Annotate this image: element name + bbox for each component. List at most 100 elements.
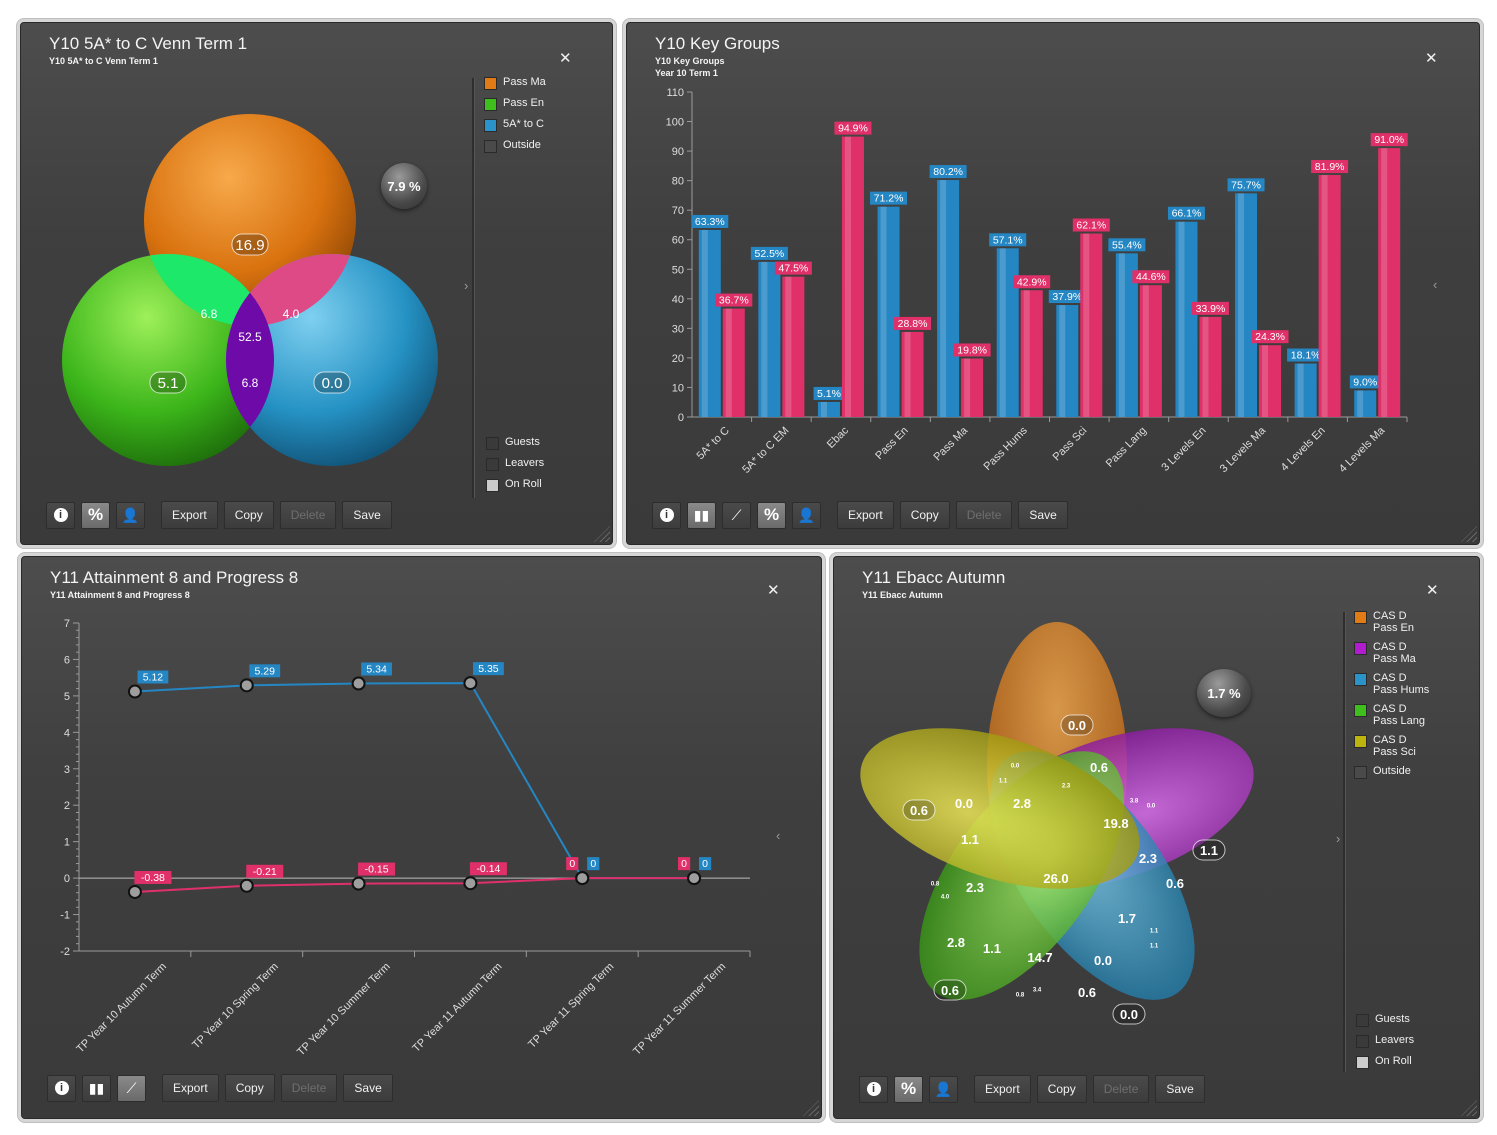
legend-item[interactable]: CAS D Pass Lang (1354, 703, 1434, 727)
bar[interactable] (1259, 345, 1282, 417)
bar[interactable] (961, 358, 984, 418)
bar[interactable] (1139, 285, 1162, 417)
data-point[interactable] (127, 684, 142, 699)
bar[interactable] (1080, 233, 1103, 417)
bar[interactable] (1199, 316, 1222, 417)
data-point[interactable] (239, 878, 254, 893)
bar[interactable] (1020, 290, 1043, 417)
checkbox[interactable] (486, 437, 499, 450)
bar[interactable] (1294, 363, 1317, 417)
close-icon[interactable]: ✕ (767, 582, 780, 599)
chevron-right-icon[interactable]: › (1336, 831, 1341, 846)
bar[interactable] (1235, 193, 1258, 417)
copy-button[interactable]: Copy (223, 501, 274, 529)
filter-guests[interactable]: Guests (486, 436, 544, 450)
bar[interactable] (996, 248, 1019, 417)
percent-button[interactable]: % (757, 501, 786, 529)
save-button[interactable]: Save (343, 1074, 393, 1102)
checkbox[interactable] (1356, 1014, 1369, 1027)
filter-leavers[interactable]: Leavers (1356, 1034, 1414, 1048)
info-button[interactable]: i (47, 1074, 76, 1102)
checkbox[interactable] (1356, 1035, 1369, 1048)
chevron-left-icon[interactable]: ‹ (776, 828, 781, 843)
info-button[interactable]: i (652, 501, 681, 529)
bar[interactable] (937, 180, 960, 417)
data-point[interactable] (351, 676, 366, 691)
percent-button[interactable]: % (81, 501, 110, 529)
bar[interactable] (817, 401, 840, 417)
copy-button[interactable]: Copy (1036, 1075, 1087, 1103)
user-button[interactable]: 👤 (116, 501, 145, 529)
resize-handle[interactable] (803, 1100, 819, 1116)
resize-handle[interactable] (1461, 1100, 1477, 1116)
export-button[interactable]: Export (161, 501, 218, 529)
user-button[interactable]: 👤 (929, 1075, 958, 1103)
save-button[interactable]: Save (342, 501, 392, 529)
info-button[interactable]: i (46, 501, 75, 529)
venn-region-ma-5ac[interactable] (226, 254, 438, 466)
bar-chart-button[interactable]: ▮▮ (687, 501, 716, 529)
line-series[interactable] (134, 682, 695, 880)
legend-item[interactable]: Pass En (484, 97, 546, 111)
legend-item[interactable]: Outside (484, 139, 546, 153)
export-button[interactable]: Export (837, 501, 894, 529)
legend-item[interactable]: Outside (1354, 765, 1434, 779)
filter-on-roll[interactable]: On Roll (1356, 1055, 1414, 1069)
save-button[interactable]: Save (1018, 501, 1068, 529)
export-button[interactable]: Export (162, 1074, 219, 1102)
info-button[interactable]: i (859, 1075, 888, 1103)
checkbox[interactable] (486, 458, 499, 471)
legend-item[interactable]: CAS D Pass En (1354, 610, 1434, 634)
bar[interactable] (841, 136, 864, 417)
legend-item[interactable]: 5A* to C (484, 118, 546, 132)
chevron-left-icon[interactable]: ‹ (1433, 277, 1438, 292)
copy-button[interactable]: Copy (224, 1074, 275, 1102)
export-button[interactable]: Export (974, 1075, 1031, 1103)
legend-item[interactable]: CAS D Pass Ma (1354, 641, 1434, 665)
resize-handle[interactable] (594, 526, 610, 542)
data-point[interactable] (687, 871, 702, 886)
bar[interactable] (782, 276, 805, 417)
resize-handle[interactable] (1461, 526, 1477, 542)
close-icon[interactable]: ✕ (559, 50, 572, 67)
data-point[interactable] (239, 678, 254, 693)
chevron-right-icon[interactable]: › (464, 278, 469, 293)
line-chart-button[interactable]: ⟋ (117, 1074, 146, 1102)
filter-on-roll[interactable]: On Roll (486, 478, 544, 492)
legend-item[interactable]: Pass Ma (484, 76, 546, 90)
bar[interactable] (877, 206, 900, 417)
data-point[interactable] (575, 871, 590, 886)
bar[interactable] (722, 308, 745, 417)
line-chart-button[interactable]: ⟋ (722, 501, 751, 529)
bar[interactable] (1115, 253, 1138, 417)
data-point[interactable] (351, 876, 366, 891)
checkbox[interactable] (1356, 1056, 1369, 1069)
bar-chart-button[interactable]: ▮▮ (82, 1074, 111, 1102)
bar[interactable] (758, 261, 781, 417)
data-point[interactable] (463, 876, 478, 891)
bar[interactable] (1378, 148, 1401, 417)
checkbox[interactable] (486, 479, 499, 492)
filter-leavers[interactable]: Leavers (486, 457, 544, 471)
venn-set-cas-d-pass-sci[interactable] (840, 697, 1159, 920)
data-point[interactable] (463, 676, 478, 691)
bar[interactable] (1175, 221, 1198, 417)
data-point[interactable] (127, 884, 142, 899)
bar[interactable] (1318, 175, 1341, 417)
filter-guests[interactable]: Guests (1356, 1013, 1414, 1027)
user-button[interactable]: 👤 (792, 501, 821, 529)
percent-button[interactable]: % (894, 1075, 923, 1103)
venn-region-ma-en[interactable] (62, 254, 274, 466)
copy-button[interactable]: Copy (899, 501, 950, 529)
save-button[interactable]: Save (1155, 1075, 1205, 1103)
bar[interactable] (901, 331, 924, 417)
close-icon[interactable]: ✕ (1426, 582, 1439, 599)
line-series[interactable] (134, 877, 695, 893)
bar[interactable] (698, 229, 721, 417)
legend-item[interactable]: CAS D Pass Hums (1354, 672, 1434, 696)
bar[interactable] (1354, 390, 1377, 417)
bar-data-label-bg (1108, 238, 1146, 252)
close-icon[interactable]: ✕ (1425, 50, 1438, 67)
legend-item[interactable]: CAS D Pass Sci (1354, 734, 1434, 758)
bar[interactable] (1056, 305, 1079, 417)
